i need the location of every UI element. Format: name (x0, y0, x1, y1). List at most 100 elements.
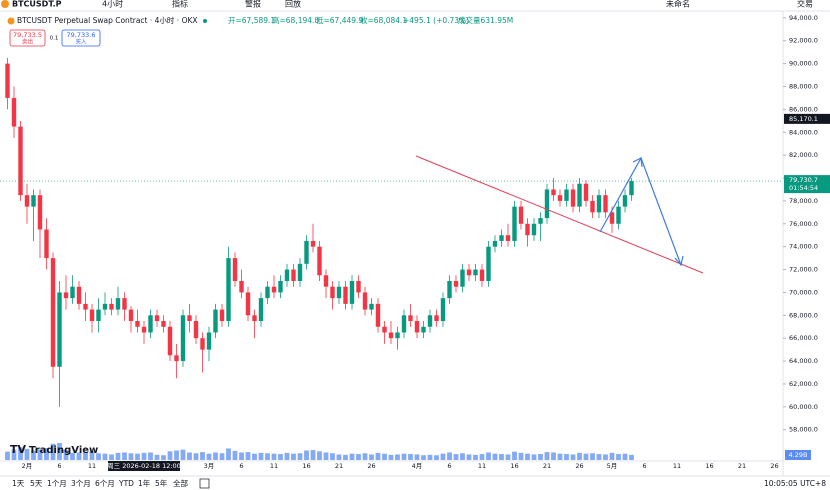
interval-button[interactable]: 4小时 (102, 0, 123, 9)
candle-body (395, 332, 400, 339)
candle-body (388, 332, 394, 339)
candle-body (629, 181, 634, 196)
range-button[interactable]: YTD (118, 479, 134, 488)
candle-body (336, 286, 342, 299)
y-tick-label: 72,000.0 (789, 266, 818, 274)
candle-body (349, 280, 355, 304)
volume-bar (278, 454, 283, 460)
candle-body (102, 303, 108, 310)
candle-body (590, 200, 595, 213)
volume-bar (609, 452, 615, 460)
volume-bar (310, 450, 316, 460)
candle-body (148, 315, 153, 333)
range-button[interactable]: 1天 (12, 479, 25, 488)
y-tick-label: 90,000.0 (789, 60, 818, 68)
volume-bar (102, 453, 108, 460)
symbol-button[interactable]: BTCUSDT.P (12, 0, 62, 9)
candle-body (434, 315, 439, 322)
x-tick-label: 11 (88, 462, 96, 470)
volume-bar (583, 453, 589, 460)
candle-body (24, 195, 30, 207)
candle-body (239, 280, 244, 293)
range-button[interactable]: 6个月 (95, 479, 115, 488)
x-tick-label: 6 (642, 462, 646, 470)
trade-button[interactable]: 交易 (797, 0, 813, 9)
volume-bar (18, 447, 23, 460)
volume-bar (492, 453, 498, 460)
x-tick-label: 21 (335, 462, 343, 470)
x-tick-label: 6 (447, 462, 451, 470)
candle-body (304, 240, 309, 264)
y-tick-label: 60,000.0 (789, 403, 818, 411)
y-tick-label: 68,000.0 (789, 311, 818, 319)
candle-body (356, 280, 361, 293)
x-tick-label: 26 (575, 462, 583, 470)
range-button[interactable]: 5天 (30, 479, 43, 488)
trend-line[interactable] (415, 155, 704, 274)
volume-label: 4.29B (789, 451, 808, 459)
range-button[interactable]: 1个月 (47, 479, 67, 488)
candle-body (50, 258, 56, 367)
candle-body (5, 63, 10, 98)
candle-body (141, 326, 147, 333)
countdown: 01:54:54 (789, 184, 818, 192)
volume-bar (466, 454, 472, 460)
candle-body (258, 298, 264, 322)
candle-body (369, 303, 374, 310)
buy-button[interactable] (61, 29, 101, 47)
volume-bar (557, 453, 563, 460)
candle-body (330, 286, 335, 299)
range-button[interactable]: 5年 (155, 478, 168, 488)
crosshair-date-box (108, 461, 180, 471)
sell-button[interactable] (9, 29, 46, 47)
order-size[interactable]: 0.1 (50, 36, 59, 42)
volume-bar (135, 453, 140, 460)
volume-bar (76, 452, 82, 460)
volume-bar (83, 452, 88, 460)
candle-body (466, 269, 472, 276)
crosshair-date: 周三 2026-02-18 12:00 (107, 462, 181, 470)
range-button[interactable]: 3个月 (71, 479, 91, 488)
x-tick-label: 16 (510, 462, 518, 470)
x-tick-label: 26 (367, 462, 375, 470)
candle-body (323, 275, 329, 287)
volume-bar (89, 451, 95, 460)
replay-button[interactable]: 回放 (285, 0, 301, 9)
volume-bar (330, 453, 335, 460)
volume-bar (460, 453, 465, 460)
volume-bar (96, 453, 101, 460)
y-tick-label: 82,000.0 (789, 151, 818, 159)
indicators-button[interactable]: 指标 (172, 0, 188, 9)
candle-body (447, 280, 452, 299)
symbol-dot (7, 17, 15, 25)
candle-body (492, 240, 498, 247)
candle-body (408, 315, 413, 322)
range-button[interactable]: 1年 (138, 478, 151, 488)
legend-high: 高=68,194.0 (272, 15, 319, 25)
calendar-icon[interactable] (199, 478, 210, 489)
range-button[interactable]: 全部 (173, 478, 188, 488)
volume-bar (167, 451, 173, 460)
x-tick-label: 5月 (607, 462, 618, 470)
volume-bar (401, 453, 407, 460)
volume-bar (388, 454, 394, 460)
volume-label-box (785, 450, 811, 460)
candle-body (187, 315, 192, 322)
layout-button[interactable]: 未命名 (666, 0, 690, 9)
volume-bar (148, 452, 153, 460)
x-tick-label: 26 (770, 462, 778, 470)
candle-body (135, 321, 140, 327)
candle-body (122, 298, 127, 310)
volume-bar (31, 450, 36, 460)
y-tick-label: 70,000.0 (789, 288, 818, 296)
candle-body (44, 229, 49, 259)
alerts-button[interactable]: 警报 (245, 0, 261, 9)
candle-body (18, 126, 23, 196)
candle-body (206, 332, 212, 350)
candle-body (538, 218, 543, 224)
candle-body (609, 212, 615, 224)
candle-body (362, 292, 368, 310)
candle-body (499, 235, 504, 241)
candle-body (557, 195, 563, 201)
